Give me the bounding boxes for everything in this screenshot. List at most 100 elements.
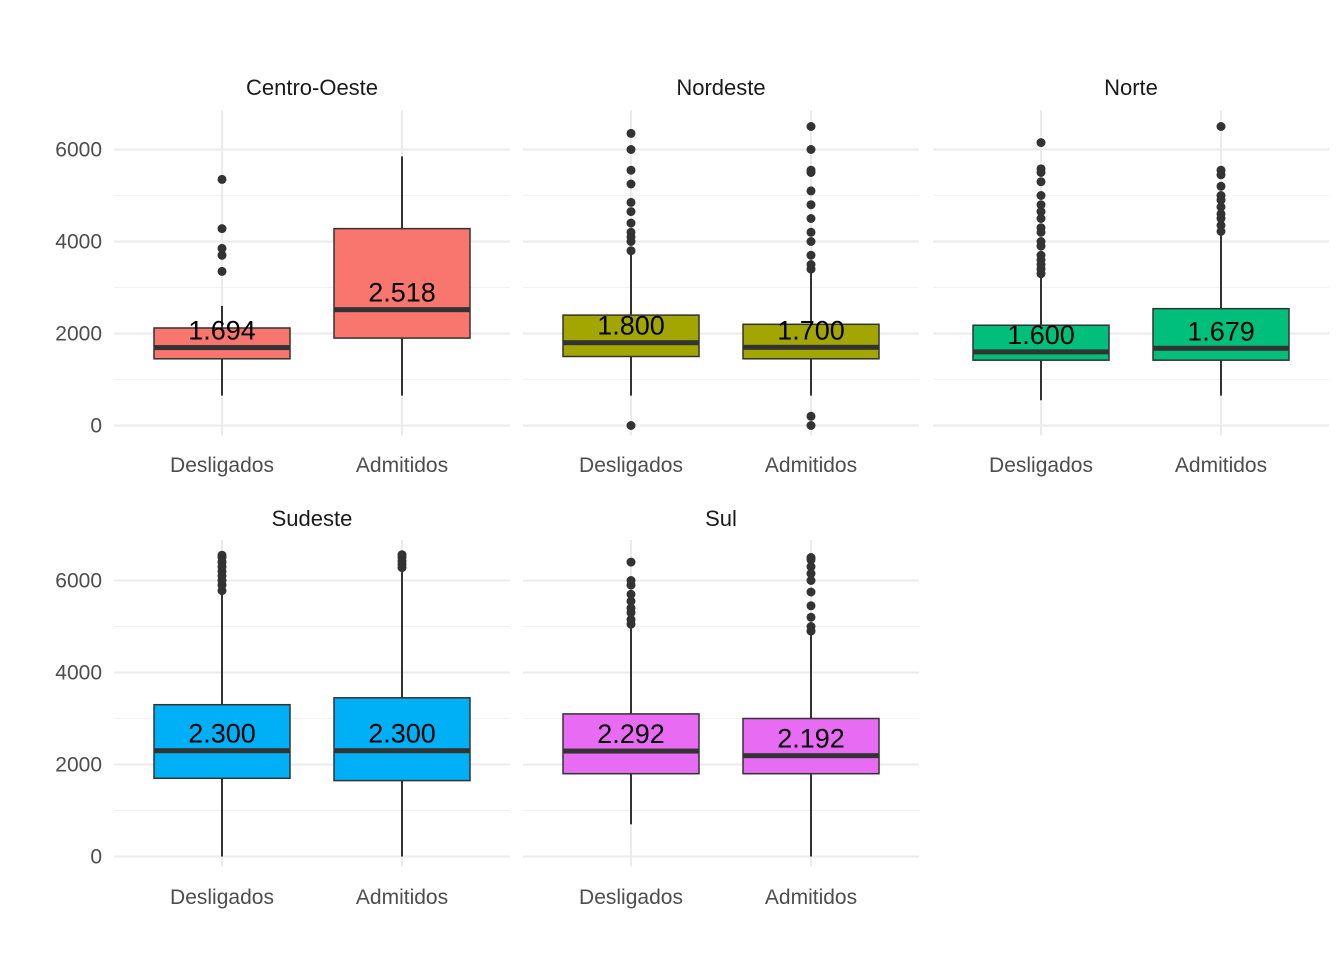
outlier-point (806, 612, 816, 622)
outlier-point (217, 550, 227, 560)
iqr-box (562, 713, 700, 775)
median-label: 2.292 (597, 719, 665, 749)
x-tick-label: Admitidos (765, 454, 857, 477)
outlier-point (626, 603, 636, 613)
outlier-point (806, 569, 816, 579)
outlier-point (626, 421, 636, 430)
box-admitidos: 2.300 (333, 550, 471, 857)
outlier-point (217, 243, 227, 253)
y-tick-label: 4000 (55, 231, 102, 254)
outlier-point (217, 266, 227, 276)
outlier-point (626, 218, 636, 228)
median-line (1153, 345, 1289, 351)
outlier-point (626, 197, 636, 207)
outlier-point (1036, 214, 1046, 223)
median-label: 2.300 (368, 719, 436, 749)
median-line (973, 349, 1109, 355)
x-tick-label: Admitidos (356, 454, 448, 477)
outlier-point (1036, 200, 1046, 210)
box-desligados: 1.694 (153, 174, 291, 396)
iqr-box (742, 323, 880, 360)
x-tick-label: Desligados (579, 454, 683, 477)
iqr-box (1152, 307, 1290, 361)
outlier-point (1036, 138, 1046, 148)
median-label: 2.518 (368, 278, 436, 308)
x-tick-label: Desligados (989, 454, 1093, 477)
facet-panel-norte: Norte Desligados Admitidos 1.600 1.679 (933, 75, 1329, 477)
box-desligados: 1.800 (562, 128, 700, 430)
facet-panel-sudeste: Sudeste 0 2000 4000 6000 Desligados Admitidos 2… (55, 506, 510, 909)
median-line (563, 340, 699, 346)
outlier-point (626, 246, 636, 256)
outlier-point (1036, 223, 1046, 233)
outlier-point (1036, 250, 1046, 260)
facet-panel-sul: Sul Desligados Admitidos 2.292 2.192 (523, 506, 919, 909)
iqr-box (153, 327, 291, 360)
outlier-point (806, 237, 816, 246)
median-label: 1.600 (1007, 320, 1075, 350)
box-admitidos: 1.679 (1152, 122, 1290, 396)
x-tick-label: Desligados (170, 454, 274, 477)
outlier-point (626, 145, 636, 154)
outlier-point (806, 562, 816, 572)
y-tick-label: 4000 (55, 662, 102, 685)
outlier-point (806, 165, 816, 175)
outlier-point (806, 214, 816, 223)
y-tick-label: 6000 (55, 139, 102, 162)
x-tick-label: Admitidos (1175, 454, 1267, 477)
iqr-box (153, 703, 291, 780)
outlier-point (806, 601, 816, 611)
outlier-point (1216, 181, 1226, 191)
facet-title: Centro-Oeste (246, 75, 378, 100)
outlier-point (806, 411, 816, 421)
outlier-point (626, 165, 636, 175)
outlier-point (626, 179, 636, 189)
outlier-point (626, 207, 636, 217)
box-desligados: 2.300 (153, 550, 291, 857)
facet-title: Sudeste (272, 506, 353, 531)
outlier-point (1216, 220, 1226, 230)
outlier-point (626, 128, 636, 138)
outlier-point (806, 421, 816, 430)
outlier-point (1036, 237, 1046, 246)
y-tick-label: 0 (90, 415, 102, 438)
outlier-point (1216, 165, 1226, 175)
outlier-point (1036, 164, 1046, 174)
outlier-point (626, 557, 636, 567)
outlier-point (626, 576, 636, 585)
outlier-point (806, 145, 816, 154)
median-line (743, 753, 879, 759)
median-line (743, 344, 879, 350)
outlier-point (397, 550, 407, 560)
x-tick-label: Admitidos (765, 886, 857, 909)
outlier-point (1036, 177, 1046, 187)
outlier-point (806, 576, 816, 585)
y-tick-label: 6000 (55, 570, 102, 593)
x-tick-label: Admitidos (356, 886, 448, 909)
outlier-point (1216, 191, 1226, 200)
box-admitidos: 2.518 (333, 156, 471, 396)
median-label: 2.192 (777, 724, 845, 754)
median-line (334, 748, 470, 754)
outlier-point (1216, 122, 1226, 131)
median-line (154, 345, 290, 351)
outlier-point (217, 250, 227, 260)
outlier-point (1216, 209, 1226, 219)
box-desligados: 2.292 (562, 557, 700, 825)
iqr-box (333, 227, 471, 339)
outlier-point (626, 596, 636, 606)
median-label: 1.694 (188, 316, 256, 346)
y-tick-label: 2000 (55, 323, 102, 346)
outlier-point (806, 587, 816, 597)
facet-title: Sul (705, 506, 737, 531)
facet-panel-centro-oeste: Centro-Oeste 0 2000 4000 6000 Desligados Admit… (55, 75, 510, 477)
outlier-point (626, 615, 636, 625)
iqr-box (742, 717, 880, 775)
outlier-point (806, 622, 816, 631)
x-tick-label: Desligados (579, 886, 683, 909)
box-desligados: 1.600 (972, 138, 1110, 401)
median-label: 1.700 (777, 315, 845, 345)
facet-title: Nordeste (676, 75, 765, 100)
box-admitidos: 2.192 (742, 553, 880, 857)
